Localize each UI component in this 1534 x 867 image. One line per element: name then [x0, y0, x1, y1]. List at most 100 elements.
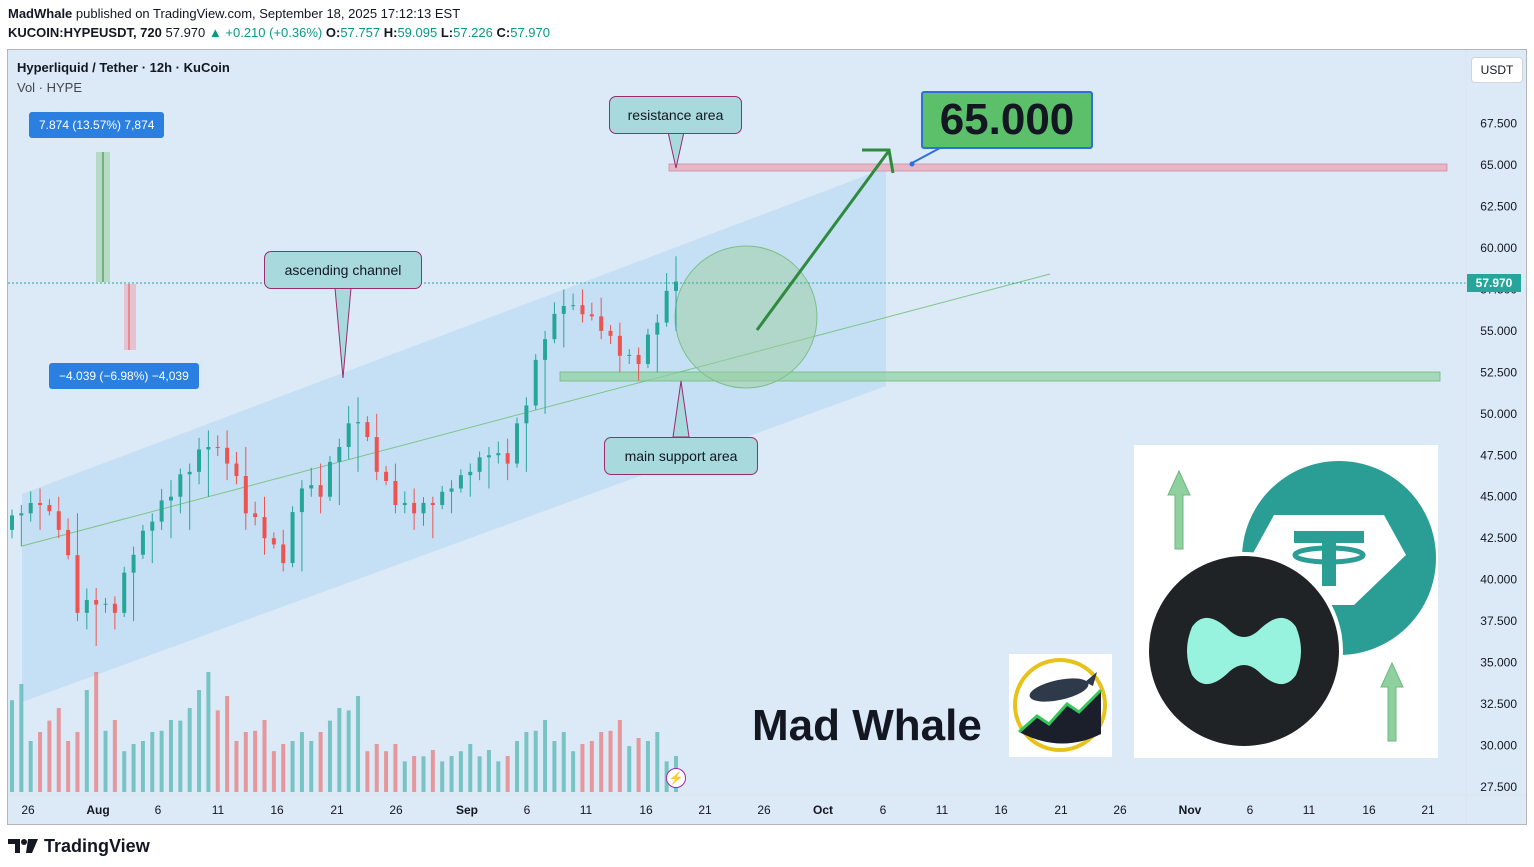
candle-body — [150, 521, 155, 531]
volume-bar — [346, 710, 351, 792]
candle-body — [337, 446, 342, 462]
candle-body — [543, 339, 548, 360]
candle-body — [56, 511, 61, 530]
volume-bar — [458, 751, 463, 792]
volume-bar — [440, 761, 445, 792]
coins-icon — [1145, 461, 1436, 750]
candle-body — [561, 305, 566, 314]
volume-bar — [552, 741, 557, 792]
candle-body — [430, 502, 435, 506]
time-tick-label: 11 — [936, 803, 949, 817]
candle-body — [290, 512, 295, 564]
chart-legend-title: Hyperliquid / Tether · 12h · KuCoin — [17, 60, 230, 75]
time-tick-label: 26 — [21, 803, 35, 817]
volume-bar — [75, 732, 80, 792]
volume-bar — [356, 696, 361, 792]
volume-bar — [608, 730, 613, 792]
volume-bar — [384, 751, 389, 792]
target-label[interactable]: 65.000 — [921, 91, 1093, 149]
last-price: 57.970 — [165, 25, 206, 40]
channel-callout[interactable]: ascending channel — [264, 251, 422, 289]
volume-bar — [187, 708, 192, 792]
volume-bar — [234, 741, 239, 792]
volume-bar — [150, 732, 155, 792]
price-tick-label: 50.000 — [1480, 407, 1517, 421]
volume-bar — [112, 720, 117, 792]
volume-bar — [94, 672, 99, 792]
volume-bar — [627, 746, 632, 792]
last-price-label: 57.970 — [1467, 274, 1521, 292]
candle-body — [468, 471, 473, 476]
symbol-info: KUCOIN:HYPEUSDT, 720 57.970 ▲ +0.210 (+0… — [8, 25, 550, 40]
ascending-channel-band — [22, 168, 886, 702]
time-tick-label: 16 — [994, 803, 1008, 817]
time-tick-label: 16 — [1362, 803, 1376, 817]
volume-legend: Vol · HYPE — [17, 80, 83, 95]
volume-bar — [197, 690, 202, 792]
time-tick-label: 21 — [1054, 803, 1068, 817]
volume-bar — [28, 741, 33, 792]
price-tick-label: 60.000 — [1480, 241, 1517, 255]
candle-body — [374, 437, 379, 472]
price-axis[interactable]: 27.500 30.000 32.500 35.000 37.500 40.000 42.5… — [1480, 117, 1517, 794]
volume-bar — [178, 720, 183, 792]
volume-bar — [271, 751, 276, 792]
volume-bar — [617, 720, 622, 792]
high-label: H: — [383, 25, 398, 40]
tradingview-footer[interactable]: TradingView — [8, 836, 150, 857]
price-tick-label: 45.000 — [1480, 490, 1517, 504]
candle-body — [122, 572, 127, 613]
candle-body — [38, 502, 43, 506]
volume-bar — [122, 751, 127, 792]
price-tick-label: 35.000 — [1480, 656, 1517, 670]
candle-body — [253, 513, 258, 518]
target-pointer — [911, 147, 941, 164]
publish-info: MadWhale published on TradingView.com, S… — [8, 6, 460, 21]
candle-body — [225, 447, 230, 464]
candle-body — [309, 485, 314, 489]
volume-bar — [589, 741, 594, 792]
volume-group — [10, 672, 678, 792]
price-tick-label: 27.500 — [1480, 780, 1517, 794]
support-callout[interactable]: main support area — [604, 437, 758, 475]
mad-whale-logo — [1009, 654, 1112, 757]
target-dot — [909, 161, 915, 167]
volume-bar — [262, 720, 267, 792]
candle-body — [159, 500, 164, 522]
candle-body — [533, 359, 538, 406]
volume-bar — [561, 732, 566, 792]
volume-bar — [309, 741, 314, 792]
candle-body — [103, 603, 108, 605]
footer-brand: TradingView — [44, 836, 150, 856]
volume-bar — [243, 732, 248, 792]
volume-bar — [168, 720, 173, 792]
time-tick-label: Aug — [86, 803, 109, 817]
high-value: 59.095 — [397, 25, 438, 40]
volume-bar — [84, 690, 89, 792]
candle-body — [215, 446, 220, 448]
price-tick-label: 55.000 — [1480, 324, 1517, 338]
author-name[interactable]: MadWhale — [8, 6, 73, 21]
candle-body — [187, 471, 192, 475]
time-tick-label: 21 — [698, 803, 712, 817]
candle-body — [412, 502, 417, 514]
volume-bar — [290, 741, 295, 792]
time-tick-label: Oct — [813, 803, 833, 817]
volume-bar — [449, 756, 454, 792]
resistance-callout[interactable]: resistance area — [609, 96, 742, 134]
publish-text: published on TradingView.com, September … — [75, 6, 461, 21]
candle-body — [402, 502, 407, 506]
volume-bar — [543, 720, 548, 792]
lightning-icon[interactable]: ⚡ — [666, 768, 686, 788]
symbol: KUCOIN:HYPEUSDT, 720 — [8, 25, 162, 40]
candle-body — [299, 488, 304, 513]
price-tick-label: 40.000 — [1480, 573, 1517, 587]
measure-up-label: 7.874 (13.57%) 7,874 — [29, 112, 165, 138]
time-tick-label: 11 — [1303, 803, 1316, 817]
time-axis[interactable]: 26 Aug 6 11 16 21 26 Sep 6 11 16 21 26 Oct 6 11 16 21 26 No… — [21, 803, 1435, 817]
coins-image — [1134, 445, 1438, 758]
close-value: 57.970 — [510, 25, 550, 40]
volume-bar — [533, 730, 538, 792]
currency-button[interactable]: USDT — [1471, 57, 1523, 83]
